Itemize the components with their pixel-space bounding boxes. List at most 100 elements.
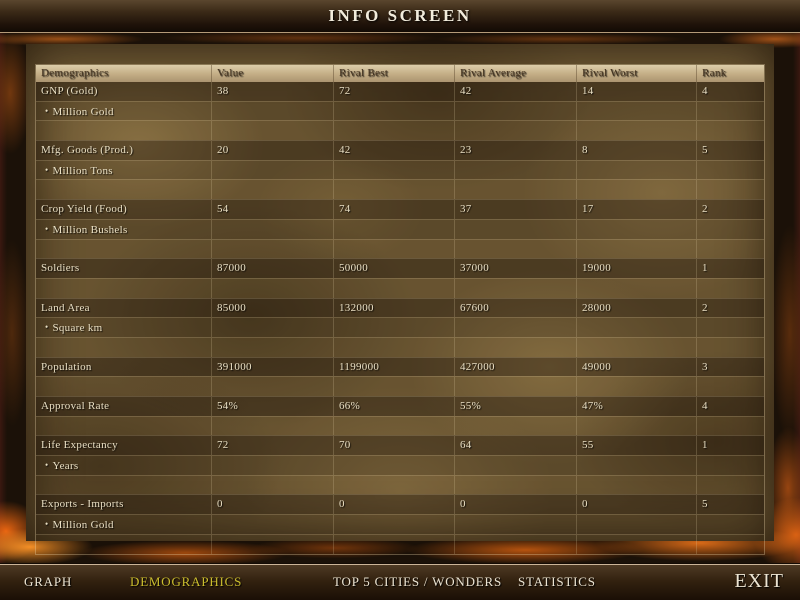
unit-row: • Square km [36,317,764,337]
cell-empty [454,160,576,180]
cell-empty [333,219,454,239]
table-body: GNP (Gold) 38 72 42 14 4 • Million Gold Mfg. Goo… [36,82,764,554]
cell-empty [454,515,576,534]
cell-value: 20 [211,141,333,160]
nav-demographics[interactable]: DEMOGRAPHICS [130,574,243,589]
cell-empty [696,515,764,534]
unit-label: Million Gold [52,105,114,118]
cell-empty [454,377,576,396]
cell-rival-average: 23 [454,141,576,160]
cell-empty [36,240,211,259]
cell-empty [576,475,696,495]
cell-empty [333,180,454,200]
cell-empty [211,101,333,121]
cell-empty [333,337,454,357]
cell-empty [454,416,576,436]
spacer-row [36,533,764,554]
cell-empty [576,534,696,554]
cell-rival-best: 0 [333,495,454,515]
cell-empty [211,180,333,200]
cell-empty [333,377,454,396]
cell-rival-average: 55% [454,397,576,416]
cell-rival-worst: 14 [576,82,696,101]
cell-empty [576,121,696,141]
cell-empty [333,456,454,475]
cell-empty [576,318,696,337]
cell-empty [211,456,333,475]
cell-empty [576,180,696,200]
cell-empty [333,534,454,554]
unit-label: Years [52,460,79,473]
cell-empty [333,121,454,141]
cell-rank: 2 [696,200,764,219]
cell-unit: • Million Gold [36,102,211,121]
cell-empty [454,121,576,141]
cell-empty [454,239,576,259]
spacer-row [36,336,764,357]
bullet-icon: • [45,164,49,175]
cell-empty [576,515,696,534]
cell-value: 0 [211,495,333,515]
column-header-rank: Rank [696,65,764,82]
cell-empty [333,515,454,534]
cell-empty [333,416,454,436]
spacer-row [36,415,764,436]
cell-rival-best: 42 [333,141,454,160]
cell-empty [576,456,696,475]
cell-empty [576,416,696,436]
bullet-icon: • [45,105,49,116]
cell-demographics: Soldiers [41,262,80,275]
cell-empty [36,417,211,436]
cell-empty [696,101,764,121]
cell-empty [696,180,764,200]
cell-rival-worst: 47% [576,397,696,416]
cell-empty [454,475,576,495]
exit-button[interactable]: EXIT [734,570,784,592]
spacer-row [36,376,764,396]
cell-empty [36,535,211,554]
cell-empty [576,278,696,298]
nav-statistics[interactable]: STATISTICS [518,574,596,589]
flame-border: Demographics Value Rival Best Rival Aver… [0,33,800,563]
cell-empty [696,377,764,396]
cell-empty [333,475,454,495]
cell-demographics: Crop Yield (Food) [41,203,127,216]
cell-rival-average: 0 [454,495,576,515]
cell-empty [333,160,454,180]
cell-demographics: Land Area [41,301,90,314]
cell-rival-worst: 8 [576,141,696,160]
cell-empty [211,239,333,259]
cell-empty [211,416,333,436]
cell-empty [576,219,696,239]
cell-value: 38 [211,82,333,101]
cell-empty [576,239,696,259]
cell-unit: • Million Tons [36,161,211,180]
cell-empty [696,160,764,180]
unit-label: Million Bushels [52,223,128,236]
cell-rival-worst: 28000 [576,298,696,318]
cell-rival-best: 72 [333,82,454,101]
table-row: GNP (Gold) 38 72 42 14 4 [36,82,764,101]
cell-empty [333,318,454,337]
cell-rank: 5 [696,495,764,515]
column-header-rival-worst: Rival Worst [576,65,696,82]
cell-unit: • Million Gold [36,515,211,534]
cell-rival-worst: 0 [576,495,696,515]
cell-empty [454,337,576,357]
cell-rival-best: 50000 [333,259,454,278]
bullet-icon: • [45,322,49,333]
cell-value: 54 [211,200,333,219]
unit-label: Million Gold [52,519,114,532]
cell-empty [211,475,333,495]
cell-empty [211,337,333,357]
cell-rival-worst: 19000 [576,259,696,278]
nav-graph[interactable]: GRAPH [24,574,73,589]
cell-empty [211,219,333,239]
nav-top5-cities-wonders[interactable]: TOP 5 CITIES / WONDERS [333,574,503,589]
cell-empty [696,239,764,259]
cell-empty [36,476,211,495]
table-row: Population 391000 1199000 427000 49000 3 [36,356,764,377]
spacer-row [36,238,764,259]
cell-empty [211,515,333,534]
cell-empty [36,338,211,357]
